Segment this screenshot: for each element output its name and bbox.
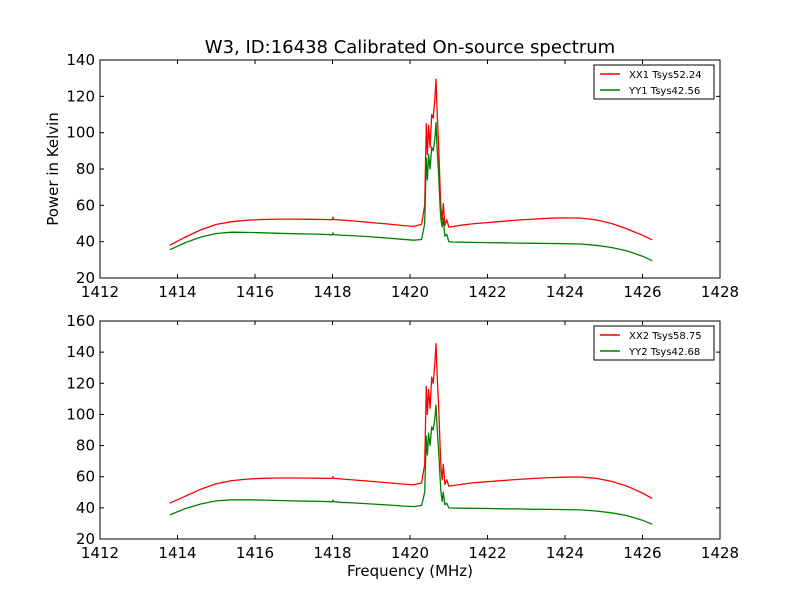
figure-title: W3, ID:16438 Calibrated On-source spectr… [205,37,615,58]
bottom-ytick-label: 40 [76,499,95,517]
top-xtick-label: 1414 [158,283,196,301]
top-ytick-label: 120 [66,87,95,105]
bottom-ytick-label: 120 [66,374,95,392]
bottom-ytick-label: 160 [66,312,95,330]
top-legend-box [593,64,715,100]
top-legend-label-xx1: XX1 Tsys52.24 [629,70,702,81]
top-plot-ticks: 1412 1414 1416 1418 1420 1422 1424 1426 1428 20 40… [66,51,739,301]
top-series-xx1 [169,78,653,246]
top-subplot: 1412 1414 1416 1418 1420 1422 1424 1426 1428 20 40… [44,51,739,301]
bottom-subplot: 1412 1414 1416 1418 1420 1422 1424 1426 1428 20 40… [66,312,739,562]
bottom-xtick-label: 1420 [391,544,429,562]
bottom-xtick-label: 1424 [546,544,584,562]
top-xtick-label: 1424 [546,283,584,301]
top-series-yy1 [169,122,653,262]
top-ytick-label: 140 [66,51,95,69]
bottom-xtick-label: 1418 [313,544,351,562]
bottom-legend-box [593,325,715,361]
top-xtick-label: 1412 [81,283,119,301]
top-ytick-label: 20 [76,269,95,287]
bottom-xtick-label: 1412 [81,544,119,562]
bottom-ytick-label: 20 [76,530,95,548]
bottom-ytick-label: 60 [76,468,95,486]
top-xtick-label: 1416 [236,283,274,301]
bottom-xtick-label: 1416 [236,544,274,562]
bottom-ytick-label: 100 [66,405,95,423]
bottom-ytick-label: 140 [66,343,95,361]
bottom-xlabel: Frequency (MHz) [347,562,473,580]
top-ytick-label: 40 [76,233,95,251]
top-ylabel: Power in Kelvin [44,112,62,226]
top-ytick-label: 80 [76,160,95,178]
bottom-xtick-label: 1428 [701,544,739,562]
bottom-series-yy2 [169,404,653,525]
bottom-ytick-label: 80 [76,437,95,455]
bottom-legend-label-yy2: YY2 Tsys42.68 [628,347,700,358]
top-xtick-label: 1422 [468,283,506,301]
bottom-plot-ticks: 1412 1414 1416 1418 1420 1422 1424 1426 1428 20 40… [66,312,739,562]
bottom-xtick-label: 1422 [468,544,506,562]
top-plot-lines [169,78,653,262]
bottom-series-xx2 [169,342,653,504]
bottom-plot-lines [169,342,653,525]
bottom-xtick-label: 1426 [623,544,661,562]
bottom-legend-label-xx2: XX2 Tsys58.75 [629,331,702,342]
top-xtick-label: 1428 [701,283,739,301]
top-legend-label-yy1: YY1 Tsys42.56 [628,86,700,97]
top-xtick-label: 1426 [623,283,661,301]
bottom-legend: XX2 Tsys58.75 YY2 Tsys42.68 [593,325,715,361]
top-legend: XX1 Tsys52.24 YY1 Tsys42.56 [593,64,715,100]
top-ytick-label: 100 [66,124,95,142]
top-ytick-label: 60 [76,196,95,214]
top-xtick-label: 1420 [391,283,429,301]
bottom-xtick-label: 1414 [158,544,196,562]
top-xtick-label: 1418 [313,283,351,301]
